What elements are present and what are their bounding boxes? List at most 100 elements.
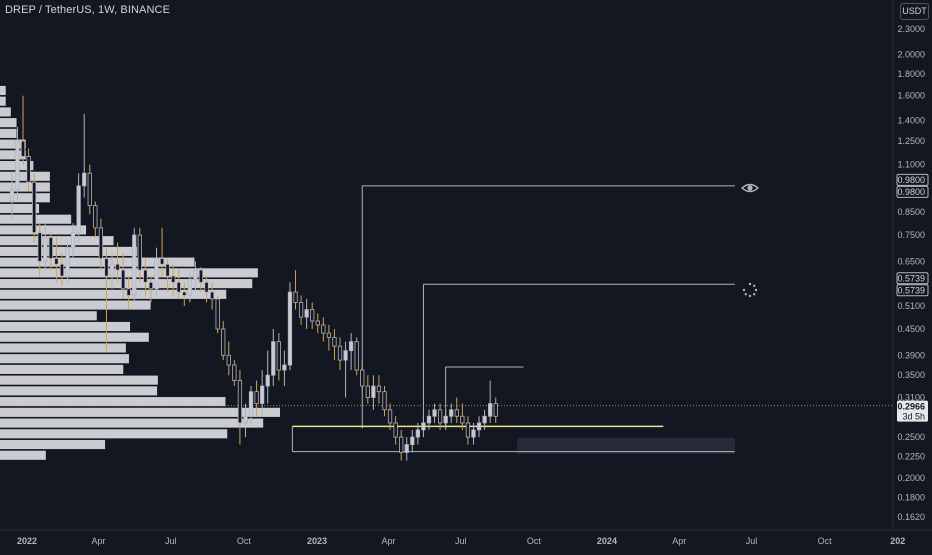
price-tick-label: 0.3100 (897, 393, 925, 403)
candle (493, 397, 498, 423)
volume-profile-bar (0, 450, 46, 460)
candle (387, 403, 393, 430)
support-zone-layer (517, 437, 735, 455)
volume-profile-bar (0, 300, 151, 310)
candle (265, 350, 270, 404)
candle (26, 148, 31, 192)
candle (421, 416, 426, 438)
candle-body (354, 341, 359, 371)
time-tick-label: Jul (165, 536, 177, 546)
candle (293, 270, 298, 310)
candle-body (115, 263, 120, 271)
candle-body (315, 320, 320, 326)
candle-body (32, 181, 37, 234)
candle-body (349, 341, 354, 352)
candle (187, 270, 192, 303)
support-zone[interactable] (517, 437, 735, 455)
candle-body (326, 332, 332, 338)
price-tag-box (896, 173, 929, 186)
candle-body (137, 234, 142, 271)
time-tick-label: 202 (890, 536, 905, 546)
time-tick-label: Oct (237, 536, 252, 546)
level-05739[interactable] (422, 283, 735, 429)
candle (171, 264, 176, 296)
volume-profile-bar (0, 150, 26, 160)
drawing-icons-layer[interactable] (740, 183, 760, 298)
volume-profile-bar (0, 257, 195, 267)
candle (20, 95, 26, 165)
price-tag-label: 0.5739 (897, 273, 925, 283)
candle-body (332, 336, 337, 347)
candle-body (482, 415, 487, 424)
candle (326, 324, 332, 351)
candle-body (276, 341, 281, 371)
candle-body (209, 291, 215, 300)
candle-body (9, 189, 15, 202)
candle-body (248, 391, 254, 417)
candle (132, 227, 137, 303)
candle-body (204, 281, 209, 293)
price-tick-label: 0.5100 (897, 301, 925, 311)
candle-body (48, 237, 53, 259)
time-tick-label: 2023 (307, 536, 327, 546)
price-tag-box (896, 284, 929, 297)
price-tag-label: 0.9800 (897, 187, 925, 197)
candle (449, 403, 454, 423)
candle (315, 313, 320, 334)
candle-body (465, 422, 471, 438)
price-scale[interactable]: 2.3000 2.0000 1.8000 1.6000 1.4000 1.2500 1.10… (892, 0, 929, 530)
candle (121, 253, 126, 299)
loading-spinner-icon (742, 282, 758, 298)
candle (271, 328, 276, 387)
symbol-title[interactable]: DREP / TetherUS, 1W, BINANCE (5, 4, 171, 16)
candle (343, 341, 348, 398)
price-tick-label: 1.2500 (897, 136, 925, 146)
candle (437, 403, 443, 430)
candle (332, 328, 337, 361)
candle (482, 409, 487, 430)
candle-body (460, 415, 465, 424)
volume-profile-bar (0, 429, 228, 439)
candle (126, 276, 131, 310)
candle-body (243, 415, 248, 424)
candle (148, 276, 154, 303)
candle-body (87, 172, 92, 207)
price-tick-label: 0.1800 (897, 493, 925, 503)
volume-profile-bar (0, 107, 11, 117)
candle-body (476, 422, 482, 431)
candle (87, 164, 92, 215)
level-0231[interactable] (291, 426, 735, 453)
price-tick-label: 0.7500 (897, 230, 925, 240)
candle-body (254, 391, 259, 404)
candle (76, 173, 81, 243)
candle (109, 253, 115, 289)
candle-body (15, 140, 20, 191)
candle (165, 258, 170, 293)
candle (237, 370, 243, 445)
candle-body (198, 269, 204, 283)
candle (193, 261, 198, 293)
volume-profile-bar (0, 343, 126, 353)
volume-profile-bar (0, 139, 26, 149)
candle-body (310, 309, 315, 322)
candle (287, 282, 293, 371)
candle-body (215, 298, 220, 330)
volume-profile-bar (0, 193, 50, 203)
candle (371, 375, 376, 410)
volume-profile-bar (0, 118, 17, 128)
candle (37, 223, 42, 277)
candle (410, 429, 415, 453)
volume-profile-bar (0, 225, 87, 235)
candle (488, 380, 493, 423)
currency-button[interactable]: USDT (900, 3, 929, 20)
eye-icon[interactable] (740, 183, 760, 193)
candle-body (182, 291, 187, 296)
candle-body (59, 263, 65, 277)
time-tick-label: Apr (91, 536, 105, 546)
candle-body (82, 172, 87, 187)
candle-body (65, 247, 70, 277)
time-scale[interactable]: 2022 Apr Jul Oct 2023 Apr Jul Oct 2024 Apr Jul Oct 2… (0, 529, 932, 546)
